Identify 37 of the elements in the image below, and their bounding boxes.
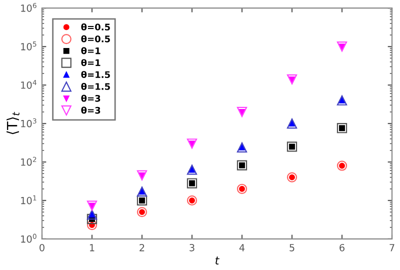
x-tick-label: 0: [40, 244, 44, 252]
y-tick-label: 10$^{1}$: [21, 195, 36, 204]
x-axis-title: t: [216, 256, 220, 264]
x-tick-label: 3: [190, 244, 194, 252]
x-tick-label: 1: [90, 244, 94, 252]
point: [86, 220, 98, 230]
point: [186, 195, 198, 206]
point: [336, 123, 348, 134]
y-tick-label: 10$^{5}$: [21, 42, 36, 50]
point: [136, 206, 148, 218]
point: [286, 118, 298, 129]
legend-label: θ=1: [81, 47, 100, 54]
point: [236, 160, 248, 170]
point: [186, 178, 198, 188]
legend-label: θ=3: [81, 94, 100, 102]
point: [236, 184, 248, 194]
y-tick-label: 10$^{4}$: [21, 80, 36, 89]
x-tick-label: 7: [390, 244, 394, 252]
y-tick-label: 10$^{6}$: [21, 2, 36, 12]
point: [86, 214, 98, 224]
y-tick-label: 10$^{3}$: [21, 118, 36, 128]
x-tick-label: 6: [340, 244, 344, 252]
legend-label: θ=1.5: [81, 82, 110, 90]
legend-label: θ=3: [81, 106, 100, 114]
point: [286, 172, 298, 182]
point: [286, 142, 298, 152]
x-tick-label: 2: [140, 244, 144, 252]
legend-label: θ=1: [81, 59, 100, 66]
y-tick-label: 10$^{0}$: [21, 234, 36, 243]
legend-label: θ=0.5: [81, 35, 110, 42]
x-tick-label: 5: [290, 244, 294, 252]
point: [336, 160, 348, 171]
legend-label: θ=1.5: [81, 70, 110, 78]
x-tick-label: 4: [239, 244, 245, 252]
y-axis-title: ⟨T⟩$_{t}$: [6, 112, 20, 134]
y-tick-label: 10$^{2}$: [21, 156, 36, 166]
legend-label: θ=0.5: [81, 23, 110, 30]
